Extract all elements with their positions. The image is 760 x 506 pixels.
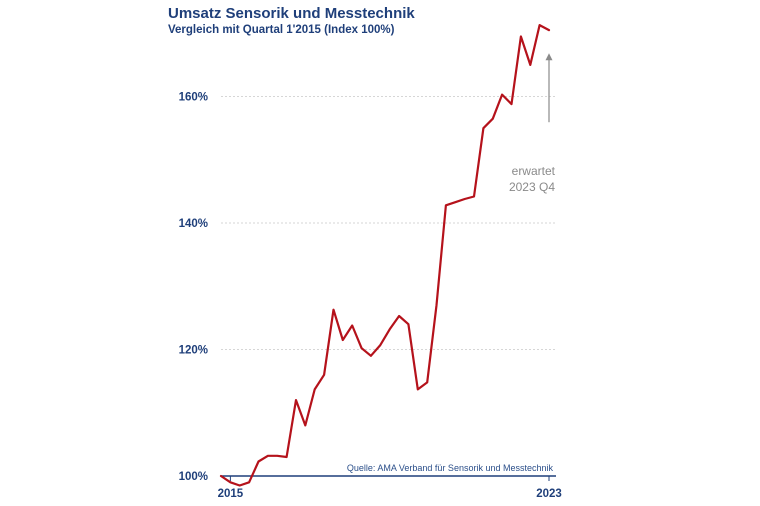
x-tick-label: 2015 [218,488,244,500]
annotation-text: erwartet [512,164,556,178]
y-tick-label: 120% [179,345,208,357]
annotation-text: 2023 Q4 [509,180,555,194]
source-note: Quelle: AMA Verband für Sensorik und Mes… [347,463,554,473]
y-tick-label: 100% [179,471,208,483]
y-tick-label: 160% [179,92,208,104]
forecast-annotation: erwartet 2023 Q4 [509,53,556,194]
gridlines [221,96,556,351]
chart-title: Umsatz Sensorik und Messtechnik [168,5,415,22]
annotation-arrow-head [545,53,553,61]
y-tick-label: 140% [179,218,208,230]
x-tick-label: 2023 [536,488,562,500]
chart-subtitle: Vergleich mit Quartal 1'2015 (Index 100%… [168,24,395,36]
series-line [219,24,551,487]
y-tick-labels: 100% 120% 140% 160% [179,92,208,483]
x-axis-ticks: 2015 2023 [218,476,562,500]
series-lines [219,24,551,487]
